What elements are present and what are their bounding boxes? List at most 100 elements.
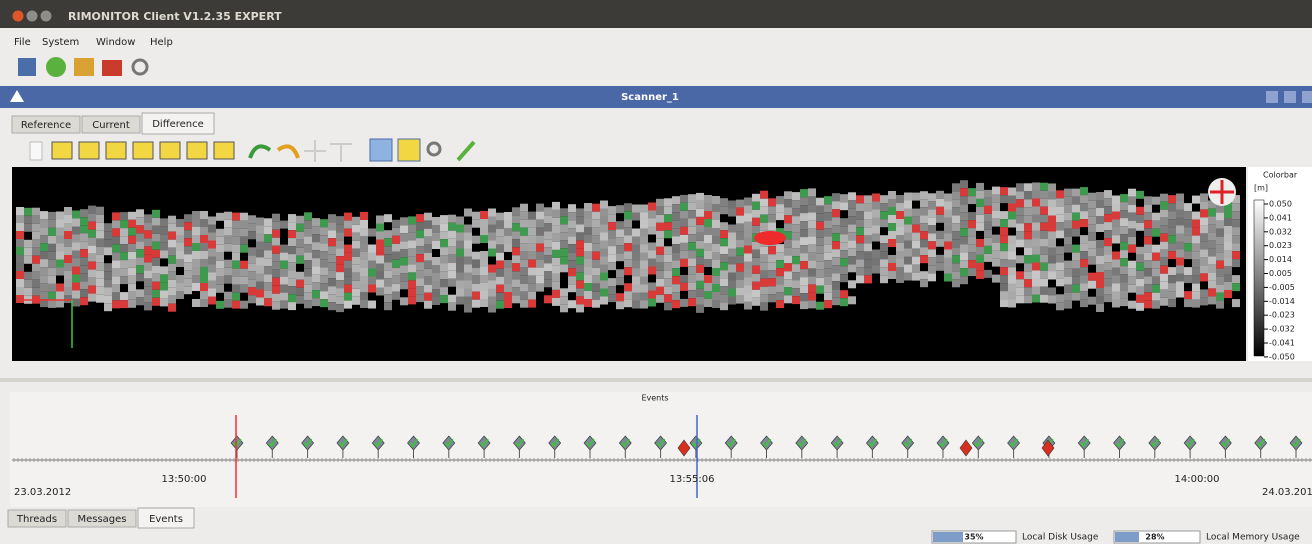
point-cell — [144, 278, 152, 287]
point-cell — [344, 284, 352, 293]
tool-icon[interactable] — [105, 141, 127, 160]
tab-active[interactable] — [141, 112, 215, 135]
point-cell — [320, 299, 328, 308]
colorbar-tick-label: -0.014 — [1269, 297, 1295, 306]
point-cell — [720, 198, 728, 207]
point-cell — [256, 249, 264, 258]
point-cell — [48, 235, 56, 244]
point-cell — [688, 282, 696, 291]
point-cell — [1056, 294, 1064, 303]
tool-icon[interactable] — [51, 141, 73, 160]
point-cell — [320, 291, 328, 300]
tool-icon[interactable] — [132, 141, 154, 160]
point-cell — [808, 236, 816, 245]
menu-item[interactable]: System — [42, 37, 79, 48]
maximize-button[interactable] — [40, 10, 52, 22]
event-check — [1257, 438, 1266, 448]
window-button[interactable] — [1284, 91, 1296, 103]
tab-label[interactable]: Difference — [152, 119, 204, 130]
tab-label[interactable]: Messages — [77, 514, 126, 525]
point-cell — [152, 265, 160, 274]
point-cell — [496, 260, 504, 269]
point-cell — [312, 226, 320, 235]
tab[interactable] — [11, 115, 81, 134]
point-cell — [1072, 292, 1080, 301]
close-button[interactable] — [12, 10, 24, 22]
toolbar-icon[interactable] — [102, 60, 122, 76]
point-cell — [832, 193, 840, 202]
menu-item[interactable]: Window — [96, 37, 135, 48]
timeline — [12, 435, 1312, 462]
point-cell — [600, 240, 608, 249]
point-cell — [1184, 227, 1192, 236]
tab-label[interactable]: Threads — [16, 514, 57, 525]
point-cell — [64, 215, 72, 223]
point-cell — [496, 252, 504, 261]
tab-label[interactable]: Reference — [21, 120, 71, 131]
point-cell — [552, 297, 560, 306]
point-cloud — [16, 180, 1240, 313]
point-cell — [720, 270, 728, 279]
point-cell — [1064, 260, 1072, 269]
point-cell — [288, 302, 296, 311]
point-cell — [344, 228, 352, 237]
point-cell — [192, 251, 200, 259]
toolbar-icon[interactable] — [46, 57, 66, 77]
point-cell — [784, 215, 792, 224]
point-cell — [568, 268, 576, 277]
point-cell — [1096, 216, 1104, 224]
point-cell — [888, 255, 896, 263]
point-cell — [856, 251, 864, 260]
point-cell — [800, 277, 808, 286]
tab-label[interactable]: Current — [92, 120, 130, 131]
menu-item[interactable]: Help — [150, 37, 173, 48]
point-cell — [960, 188, 968, 197]
point-cell — [448, 270, 456, 279]
window-button[interactable] — [1302, 91, 1312, 103]
point-cell — [216, 252, 224, 261]
point-cell — [1184, 299, 1192, 308]
toolbar-icon[interactable] — [18, 58, 36, 76]
tab-label[interactable]: Events — [149, 514, 183, 525]
tool-icon[interactable] — [186, 141, 208, 160]
point-cell — [1192, 259, 1200, 268]
point-cell — [1088, 192, 1096, 201]
point-cell — [656, 294, 664, 303]
point-cell — [400, 273, 408, 282]
point-cell — [824, 204, 832, 213]
point-cell — [1208, 256, 1216, 265]
point-cell — [208, 288, 216, 297]
point-cell — [128, 299, 136, 308]
time-label: 14:00:00 — [1175, 474, 1220, 485]
point-cell — [1176, 257, 1184, 266]
point-cell — [424, 244, 432, 253]
point-cell — [1088, 256, 1096, 265]
tab[interactable] — [67, 509, 137, 528]
tool-icon[interactable] — [78, 141, 100, 160]
tab-active[interactable] — [137, 507, 195, 529]
point-cell — [624, 235, 632, 244]
point-cell — [1136, 286, 1144, 295]
menu-item[interactable]: File — [14, 37, 31, 48]
point-cell — [304, 244, 312, 253]
toolbar-icon[interactable] — [131, 58, 149, 76]
point-cell — [600, 200, 608, 209]
point-cell — [808, 300, 816, 309]
window-button[interactable] — [1266, 91, 1278, 103]
tab[interactable] — [81, 115, 141, 134]
tool-icon[interactable] — [213, 141, 235, 160]
point-cell — [696, 248, 704, 257]
point-cell — [488, 208, 496, 217]
tab[interactable] — [7, 509, 67, 528]
point-cell — [904, 272, 912, 281]
tool-icon[interactable] — [159, 141, 181, 160]
point-cell — [624, 219, 632, 228]
point-cell — [1088, 248, 1096, 257]
point-cell — [728, 256, 736, 265]
minimize-button[interactable] — [26, 10, 38, 22]
point-cell — [1104, 262, 1112, 271]
point-cell — [160, 298, 168, 307]
toolbar-icon[interactable] — [74, 58, 94, 76]
orientation-widget — [1210, 180, 1234, 204]
point-cell — [56, 267, 64, 276]
